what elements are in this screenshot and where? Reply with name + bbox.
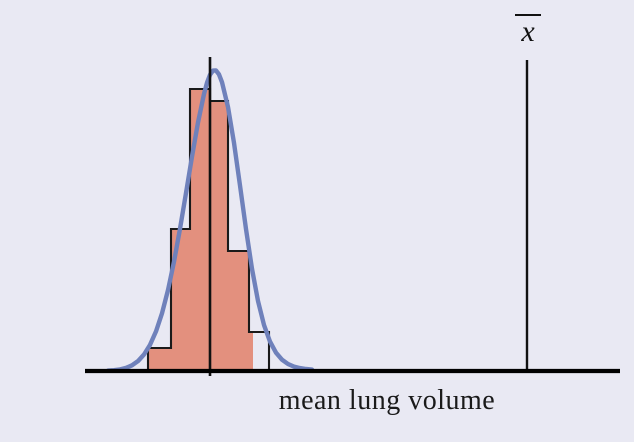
x-axis-caption: mean lung volume: [278, 385, 496, 416]
histogram-bar: [210, 101, 228, 371]
histogram-bars: [148, 89, 253, 371]
histogram-bar: [228, 251, 249, 371]
sample-mean-symbol: x: [521, 15, 535, 48]
histogram-bar: [148, 348, 171, 371]
sample-mean-label: x: [508, 14, 548, 47]
histogram-bar: [171, 229, 190, 371]
normal-curve: [105, 68, 315, 373]
histogram-bar: [249, 332, 253, 371]
overbar-glyph: [515, 14, 541, 16]
histogram-bar: [190, 89, 210, 371]
